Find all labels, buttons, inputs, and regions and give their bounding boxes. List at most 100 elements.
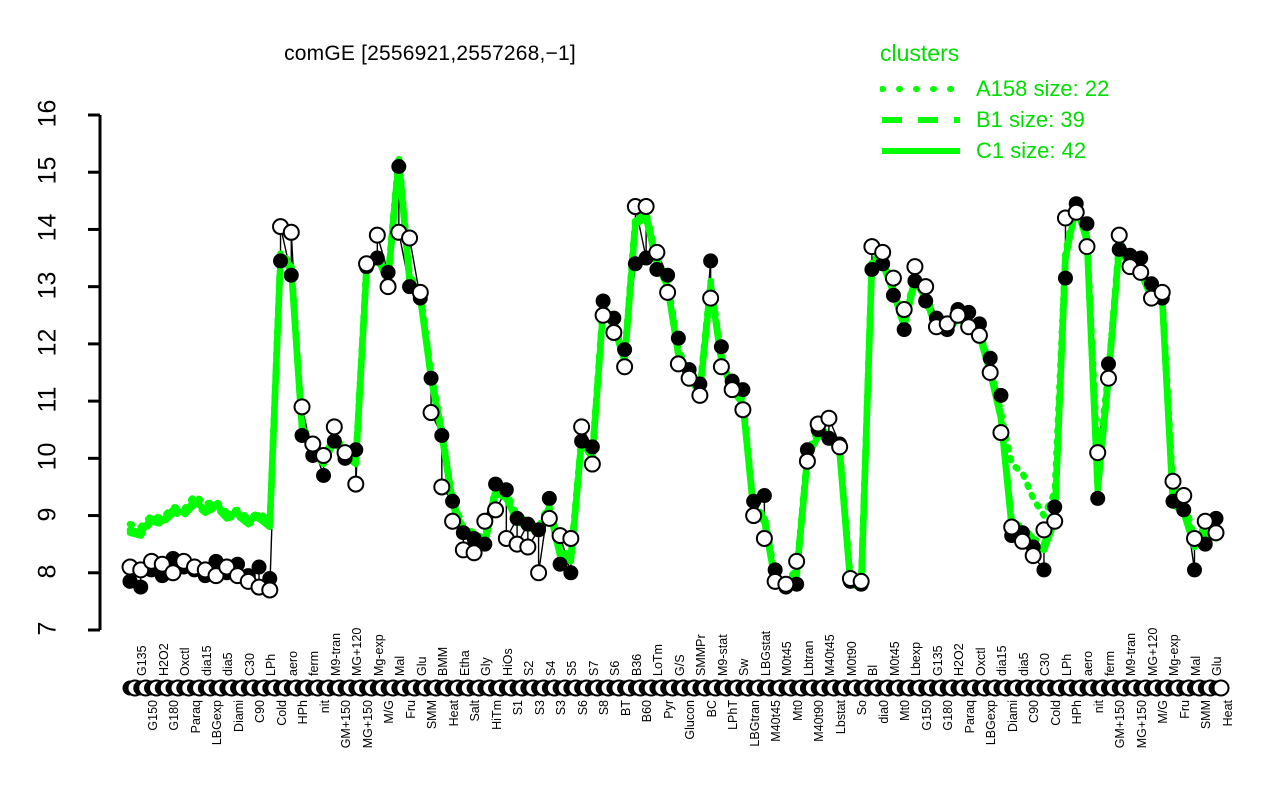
legend-key-solid bbox=[880, 140, 966, 162]
y-axis-tick-label: 9 bbox=[33, 507, 62, 521]
x-axis-label-bottom: Mt0 bbox=[790, 700, 805, 721]
x-axis-label-bottom: M/G bbox=[382, 700, 397, 724]
data-point-open bbox=[487, 501, 505, 519]
x-axis-label-bottom: S3 bbox=[554, 700, 569, 716]
x-axis-label-bottom: Cold bbox=[1048, 700, 1063, 726]
data-point-open bbox=[659, 283, 677, 301]
data-point-filled bbox=[273, 253, 289, 269]
data-point-filled bbox=[1176, 502, 1192, 518]
x-axis-label-top: S5 bbox=[565, 660, 580, 676]
data-point-filled bbox=[1036, 562, 1052, 578]
data-point-filled bbox=[703, 253, 719, 269]
data-point-open bbox=[562, 529, 580, 547]
data-point-open bbox=[1185, 529, 1203, 547]
data-point-filled bbox=[294, 427, 310, 443]
x-axis-label-top: M9-tran bbox=[1124, 632, 1139, 676]
y-axis-tick-label: 12 bbox=[33, 328, 62, 357]
x-axis-label-top: H2O2 bbox=[156, 643, 171, 676]
data-point-open bbox=[938, 315, 956, 333]
data-point-open bbox=[884, 269, 902, 287]
x-axis-label-top: S4 bbox=[543, 660, 558, 676]
data-point-open bbox=[777, 575, 795, 593]
data-point-open bbox=[960, 318, 978, 336]
data-point-open bbox=[153, 555, 171, 573]
data-point-open bbox=[401, 229, 419, 247]
data-point-filled bbox=[498, 482, 514, 498]
legend-item-c1: C1 size: 42 bbox=[880, 135, 1109, 166]
data-point-filled bbox=[1186, 562, 1202, 578]
x-axis-label-top: Gly bbox=[479, 657, 494, 676]
x-axis-label-bottom: C90 bbox=[1027, 700, 1042, 723]
data-point-filled bbox=[767, 562, 783, 578]
data-point-open bbox=[540, 509, 558, 527]
x-axis-label-top: Glu bbox=[414, 656, 429, 676]
data-point-open bbox=[207, 567, 225, 585]
data-point-open bbox=[422, 404, 440, 422]
x-axis-label-bottom: M40t45 bbox=[769, 700, 784, 742]
x-axis-label-top: C30 bbox=[1038, 653, 1053, 676]
x-axis-label-bottom: Salt bbox=[468, 700, 483, 722]
x-axis-label-bottom: Cold bbox=[274, 700, 289, 726]
x-axis-label-bottom: G180 bbox=[167, 700, 182, 731]
data-point-open bbox=[1003, 518, 1021, 536]
x-axis-label-top: M9-stat bbox=[715, 634, 730, 676]
legend-key-dashed bbox=[880, 109, 966, 131]
data-point-open bbox=[1024, 547, 1042, 565]
x-axis-label-bottom: G150 bbox=[919, 700, 934, 731]
data-point-filled bbox=[563, 565, 579, 581]
data-point-open bbox=[282, 223, 300, 241]
x-axis-label-bottom: GM+150 bbox=[1113, 700, 1128, 749]
data-point-open bbox=[519, 538, 537, 556]
x-axis-label-top: dia15 bbox=[199, 645, 214, 676]
x-axis-label-bottom: LPhT bbox=[726, 700, 741, 730]
data-point-filled bbox=[1057, 270, 1073, 286]
data-point-open bbox=[1099, 369, 1117, 387]
x-axis-label-bottom: Fru bbox=[403, 700, 418, 719]
data-point-open bbox=[917, 278, 935, 296]
x-axis-label-top: S2 bbox=[522, 660, 537, 676]
x-axis-label-bottom: Heat bbox=[1221, 700, 1235, 727]
data-point-open bbox=[616, 358, 634, 376]
data-point-open bbox=[1132, 263, 1150, 281]
x-axis-label-bottom: LBGtran bbox=[747, 700, 762, 747]
data-point-open bbox=[315, 446, 333, 464]
data-point-filled bbox=[799, 442, 815, 458]
data-point-filled bbox=[283, 267, 299, 283]
data-point-open bbox=[669, 355, 687, 373]
x-axis-label-bottom: LBGexp bbox=[210, 700, 225, 746]
data-point-filled bbox=[316, 468, 332, 483]
y-axis-tick-label: 10 bbox=[33, 442, 62, 471]
x-axis-label-top: ferm bbox=[307, 651, 322, 676]
data-point-open bbox=[573, 418, 591, 436]
axis-marker-open bbox=[1212, 679, 1230, 697]
data-point-filled bbox=[1047, 499, 1063, 515]
x-axis-label-top: LPh bbox=[1059, 653, 1074, 676]
x-axis-label-top: Bl bbox=[866, 664, 881, 676]
data-point-open bbox=[788, 552, 806, 570]
x-axis-label-top: Sw bbox=[737, 658, 752, 676]
data-point-open bbox=[583, 455, 601, 473]
x-axis-label-top: M0t45 bbox=[780, 641, 795, 676]
data-point-open bbox=[444, 512, 462, 530]
x-axis-label-bottom: S3 bbox=[532, 700, 547, 716]
x-axis-label-bottom: MG+150 bbox=[360, 700, 375, 749]
x-axis-label-top: Oxctl bbox=[178, 647, 192, 676]
x-axis-label-bottom: C90 bbox=[253, 700, 268, 723]
x-axis-label-bottom: M/G bbox=[1156, 700, 1171, 724]
x-axis-label-bottom: SMM bbox=[1199, 700, 1214, 730]
data-point-open bbox=[379, 278, 397, 296]
data-point-filled bbox=[713, 339, 729, 355]
x-axis-label-bottom: M40t90 bbox=[812, 700, 827, 742]
data-point-open bbox=[745, 507, 763, 525]
data-point-open bbox=[712, 358, 730, 376]
legend-key-dotted bbox=[880, 78, 966, 100]
x-axis-label-top: Lbexp bbox=[909, 641, 924, 676]
x-axis-label-bottom: MG+150 bbox=[1134, 700, 1149, 749]
data-point-open bbox=[1046, 512, 1064, 530]
x-axis-label-bottom: nit bbox=[317, 700, 332, 714]
data-point-filled bbox=[1133, 250, 1149, 266]
x-axis-label-top: G135 bbox=[135, 645, 149, 676]
x-axis-label-top: LBGstat bbox=[758, 630, 773, 676]
data-point-open bbox=[1078, 238, 1096, 256]
